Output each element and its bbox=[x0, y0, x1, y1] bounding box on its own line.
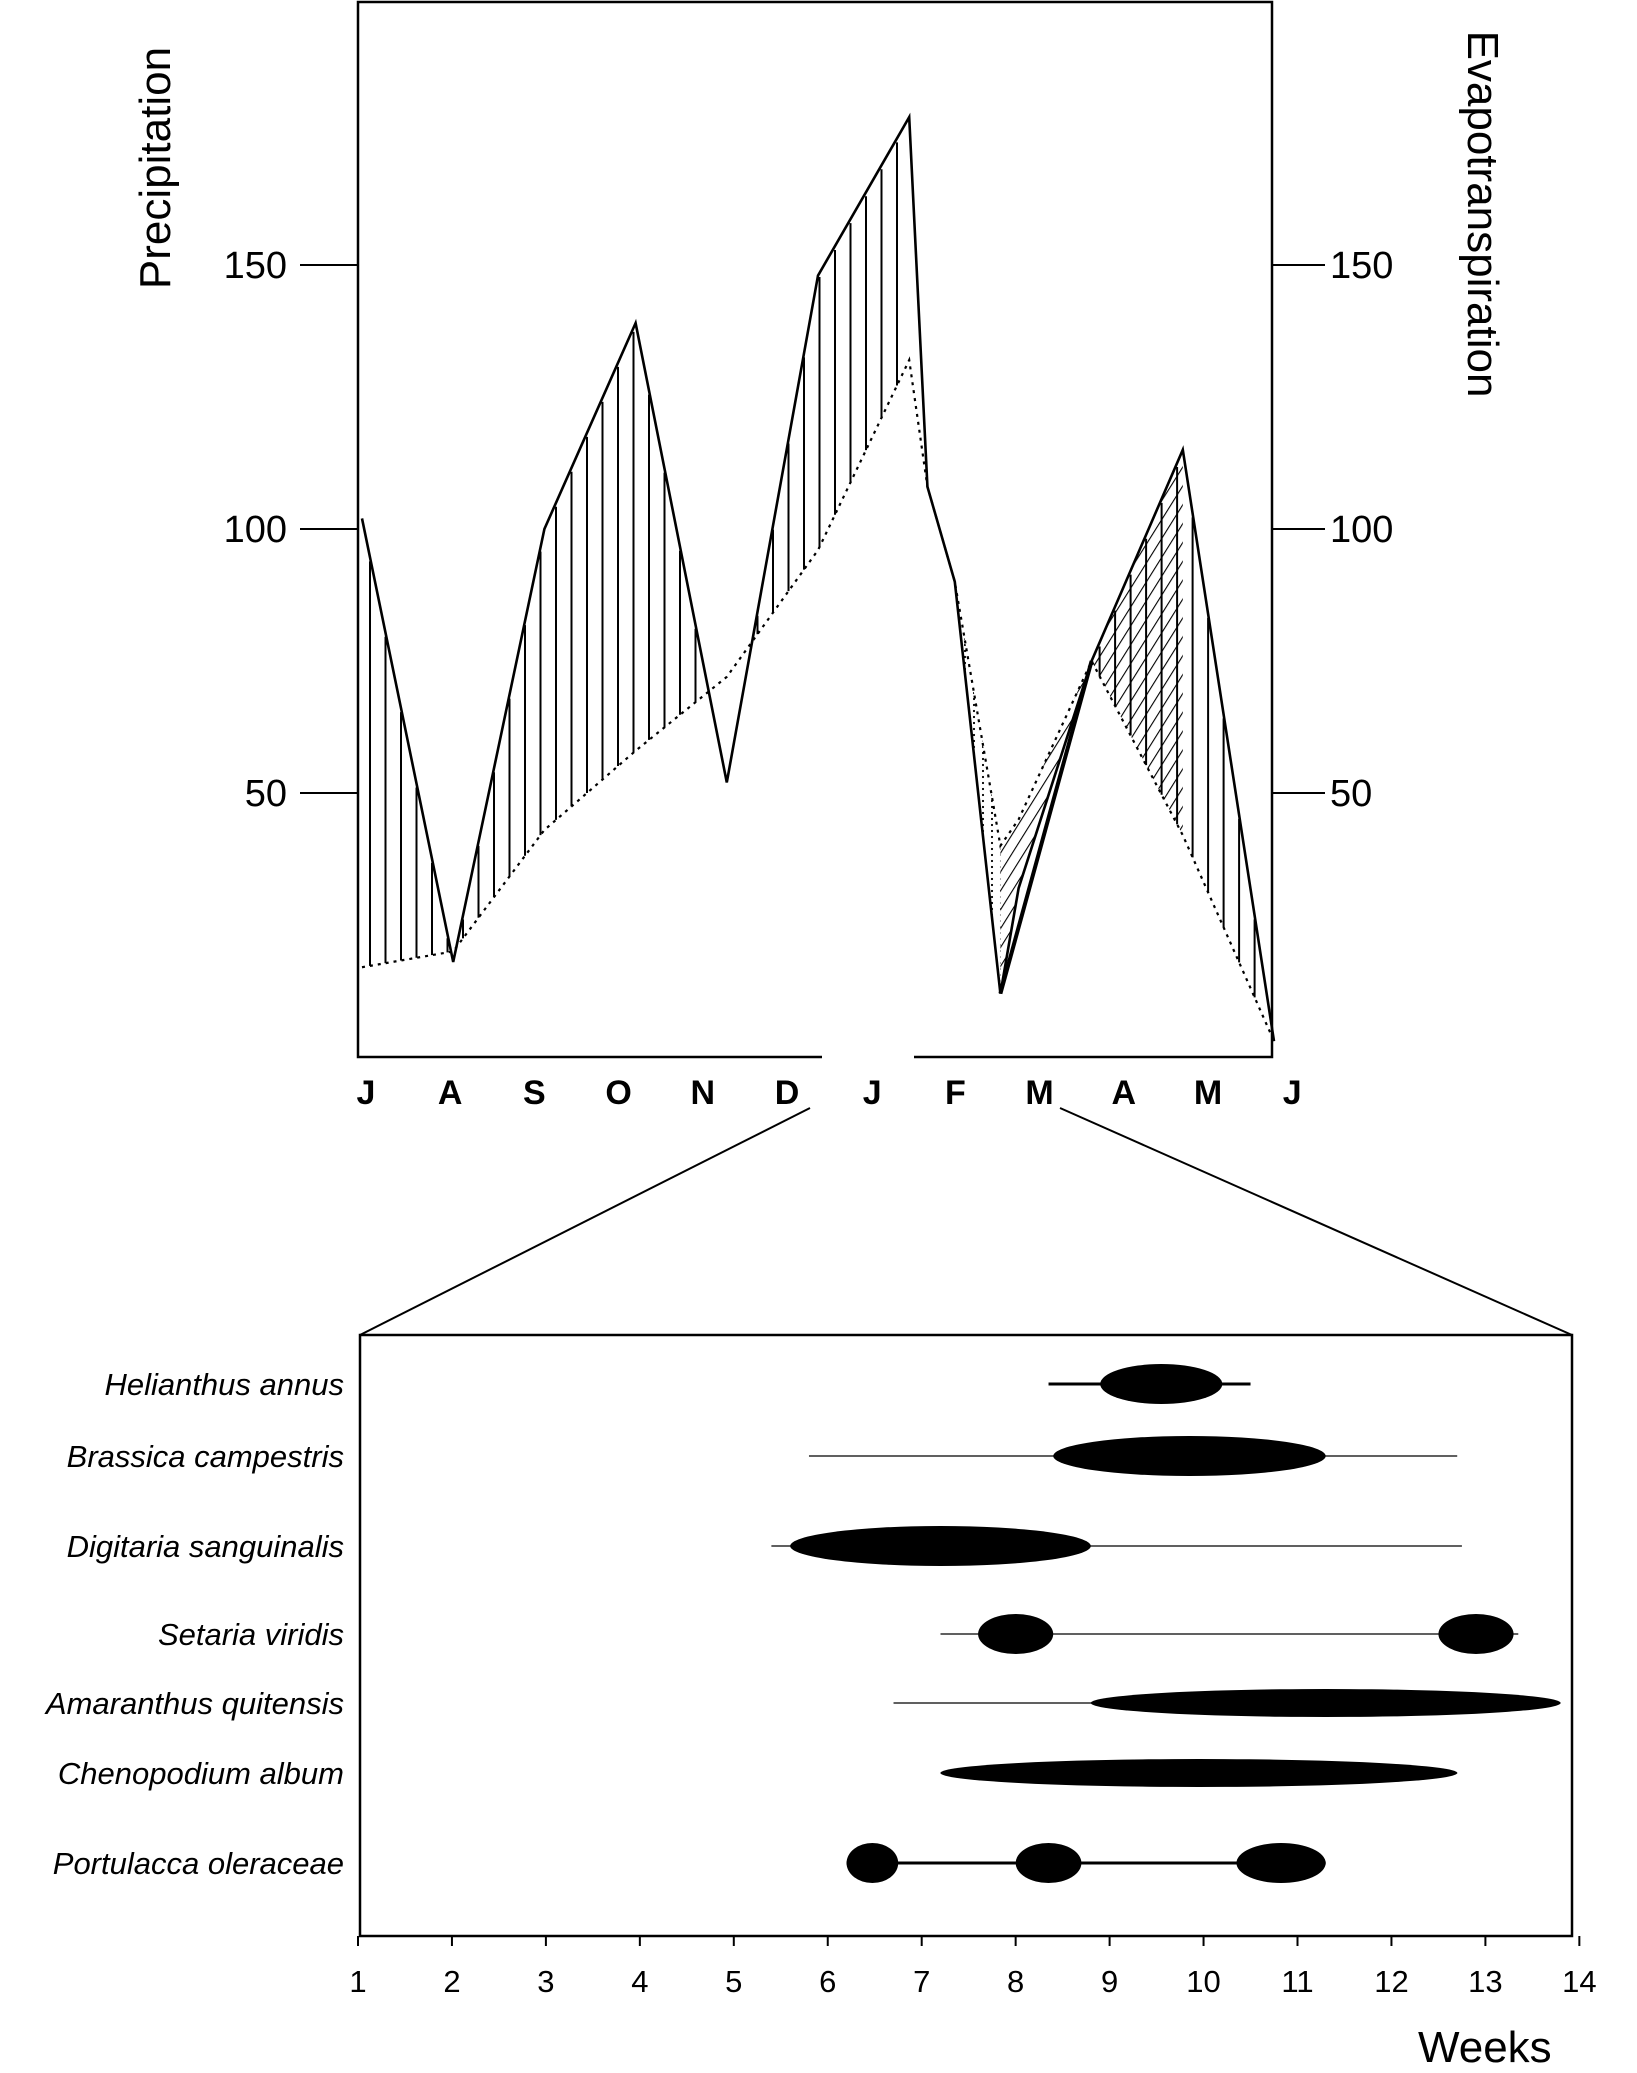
month-tick-label: A bbox=[438, 1074, 463, 1112]
emergence-peak bbox=[846, 1843, 899, 1883]
emergence-peak bbox=[1015, 1843, 1082, 1883]
species-label: Brassica campestris bbox=[67, 1439, 344, 1474]
species-label: Amaranthus quitensis bbox=[44, 1686, 344, 1721]
month-tick-label: O bbox=[605, 1074, 631, 1112]
species-label: Helianthus annus bbox=[104, 1367, 344, 1402]
diagonal-hatch-area bbox=[1091, 449, 1183, 836]
species-label: Portulacca oleraceae bbox=[53, 1846, 344, 1881]
week-tick-labels: 1 2 3 4 5 6 7 8 9 10 11 12 13 14 bbox=[349, 1936, 1597, 1999]
y-left-axis-title: Precipitation bbox=[131, 47, 180, 289]
month-tick-label: J bbox=[357, 1074, 376, 1112]
month-tick-label: D bbox=[775, 1074, 800, 1112]
climate-y-ticks: 50 50 100 100 150 150 bbox=[224, 245, 1394, 815]
species-label: Digitaria sanguinalis bbox=[67, 1529, 344, 1564]
emergence-peak bbox=[790, 1526, 1091, 1566]
y-right-axis-title: Evapotranspiration bbox=[1458, 31, 1507, 398]
climate-series bbox=[360, 112, 1276, 1042]
evapotranspiration-line bbox=[361, 356, 1276, 1042]
week-tick-label: 6 bbox=[819, 1964, 836, 1999]
emergence-peak bbox=[1236, 1843, 1326, 1883]
month-tick-label: A bbox=[1112, 1074, 1137, 1112]
month-tick-label: S bbox=[523, 1074, 546, 1112]
zoom-connector-right bbox=[1059, 1107, 1573, 1336]
species-label: Setaria viridis bbox=[158, 1617, 344, 1652]
y-right-tick-label: 50 bbox=[1330, 773, 1372, 815]
emergence-peak bbox=[978, 1614, 1054, 1654]
y-right-tick-label: 100 bbox=[1330, 509, 1393, 551]
y-left-tick-label: 100 bbox=[224, 509, 287, 551]
x-axis-title: Weeks bbox=[1418, 2023, 1552, 2072]
week-tick-label: 8 bbox=[1007, 1964, 1024, 1999]
week-tick-label: 9 bbox=[1101, 1964, 1118, 1999]
month-tick-label: M bbox=[1025, 1074, 1053, 1112]
week-tick-label: 11 bbox=[1281, 1964, 1313, 1999]
climate-chart: 50 50 100 100 150 150 J A S O N D J F M A M J Precipitat… bbox=[131, 0, 1507, 1112]
emergence-chart: Helianthus annus Brassica campestris Digit… bbox=[44, 1333, 1597, 2072]
week-tick-label: 3 bbox=[537, 1964, 554, 1999]
week-tick-label: 14 bbox=[1562, 1964, 1596, 1999]
month-tick-label: M bbox=[1194, 1074, 1222, 1112]
week-tick-label: 4 bbox=[631, 1964, 648, 1999]
emergence-peak bbox=[1053, 1436, 1326, 1476]
week-tick-label: 5 bbox=[725, 1964, 742, 1999]
zoom-connector-left bbox=[359, 1107, 811, 1336]
week-tick-label: 2 bbox=[443, 1964, 460, 1999]
emergence-peak bbox=[1100, 1364, 1223, 1404]
week-tick-label: 13 bbox=[1468, 1964, 1502, 1999]
emergence-peak bbox=[1438, 1614, 1514, 1654]
y-left-tick-label: 150 bbox=[224, 245, 287, 287]
diagonal-hatch-area bbox=[1000, 661, 1092, 994]
y-right-tick-label: 150 bbox=[1330, 245, 1393, 287]
week-tick-label: 7 bbox=[913, 1964, 930, 1999]
precipitation-line bbox=[998, 660, 1094, 995]
week-tick-label: 12 bbox=[1374, 1964, 1408, 1999]
month-tick-label: F bbox=[945, 1074, 966, 1112]
species-rows: Helianthus annus Brassica campestris Digit… bbox=[44, 1364, 1561, 1883]
y-left-tick-label: 50 bbox=[245, 773, 287, 815]
species-label: Chenopodium album bbox=[58, 1756, 344, 1791]
emergence-peak bbox=[1090, 1689, 1561, 1717]
axis-gap bbox=[822, 1050, 914, 1064]
emergence-plot-frame bbox=[358, 1333, 1574, 1938]
emergence-peak bbox=[940, 1759, 1458, 1787]
month-tick-label: J bbox=[863, 1074, 882, 1112]
hatched-areas bbox=[369, 142, 1256, 998]
month-tick-label: N bbox=[691, 1074, 716, 1112]
climate-plot-frame bbox=[356, 0, 1274, 1059]
dotted-deficit-area bbox=[927, 486, 1001, 994]
week-tick-label: 1 bbox=[349, 1964, 366, 1999]
month-tick-label: J bbox=[1283, 1074, 1302, 1112]
week-tick-label: 10 bbox=[1186, 1964, 1220, 1999]
